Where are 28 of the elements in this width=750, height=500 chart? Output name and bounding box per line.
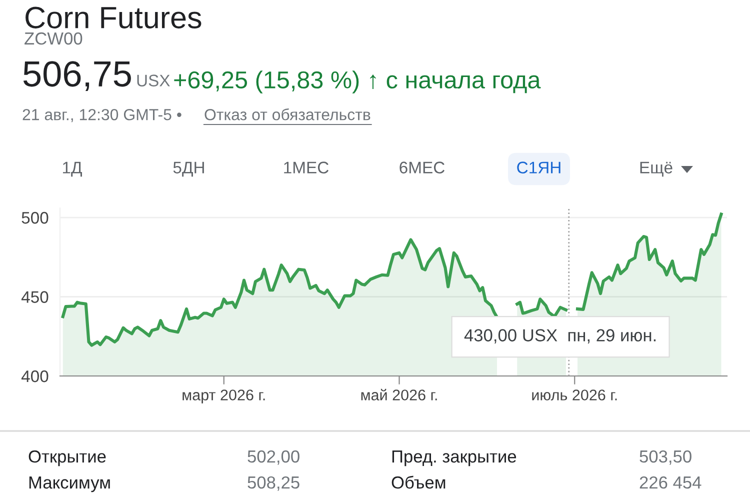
- text: USX: [137, 74, 170, 86]
- text: 1МЕС: [284, 162, 329, 174]
- text: 503,50: [640, 450, 692, 465]
- text: Отказ от обязательств: [204, 108, 370, 120]
- x-tick-label: май 2026 г.: [361, 388, 437, 400]
- y-tick-label: 450: [21, 291, 48, 303]
- chart-subtitle: ZCW00: [24, 32, 82, 45]
- y-tick-label: 400: [21, 370, 48, 382]
- chart-title: Corn Futures: [26, 6, 202, 28]
- annotation: 430,00 USX пн, 29 июн.: [464, 329, 656, 344]
- text: Ещё: [640, 162, 672, 177]
- text: Пред. закрытие: [392, 450, 516, 466]
- y-tick-label: 500: [22, 212, 48, 224]
- text: 502,00: [248, 450, 300, 465]
- text: 6МЕС: [400, 162, 445, 174]
- text: 506,75: [23, 61, 131, 91]
- text: Объем: [392, 476, 446, 489]
- text: Открытие: [28, 450, 106, 466]
- text: 226 454: [640, 476, 702, 489]
- text: Максимум: [29, 476, 110, 492]
- text: 5ДН: [173, 162, 204, 177]
- text: +69,25 (15,83 %) ↑ с начала года: [174, 70, 541, 94]
- x-tick-label: июль 2026 г.: [532, 390, 617, 400]
- text: 508,25: [248, 476, 300, 491]
- text: 1Д: [62, 162, 82, 177]
- x-tick-label: март 2026 г.: [182, 390, 265, 404]
- text: 21 авг., 12:30 GMT-5 •: [22, 108, 182, 122]
- text: С1ЯН: [517, 162, 560, 174]
